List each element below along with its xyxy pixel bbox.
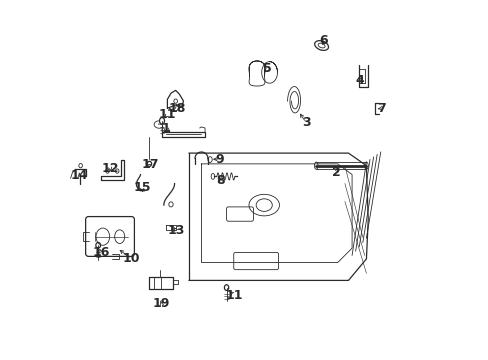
- Text: 9: 9: [215, 153, 224, 166]
- Text: 7: 7: [376, 102, 385, 115]
- Text: 10: 10: [122, 252, 140, 265]
- Text: 5: 5: [263, 62, 272, 75]
- Text: 15: 15: [133, 181, 151, 194]
- Text: 17: 17: [141, 158, 159, 171]
- Text: 16: 16: [92, 246, 109, 259]
- Text: 4: 4: [355, 74, 364, 87]
- Text: 1: 1: [162, 122, 170, 135]
- Text: 18: 18: [168, 102, 185, 115]
- Text: 8: 8: [215, 174, 224, 187]
- Text: 6: 6: [319, 33, 327, 47]
- Text: 3: 3: [301, 116, 310, 129]
- Text: 11: 11: [158, 108, 176, 121]
- Text: 19: 19: [152, 297, 170, 310]
- Text: 2: 2: [331, 166, 340, 179]
- Text: 12: 12: [102, 162, 119, 175]
- Text: 14: 14: [71, 169, 88, 182]
- Text: 13: 13: [167, 224, 184, 238]
- Text: 11: 11: [225, 289, 243, 302]
